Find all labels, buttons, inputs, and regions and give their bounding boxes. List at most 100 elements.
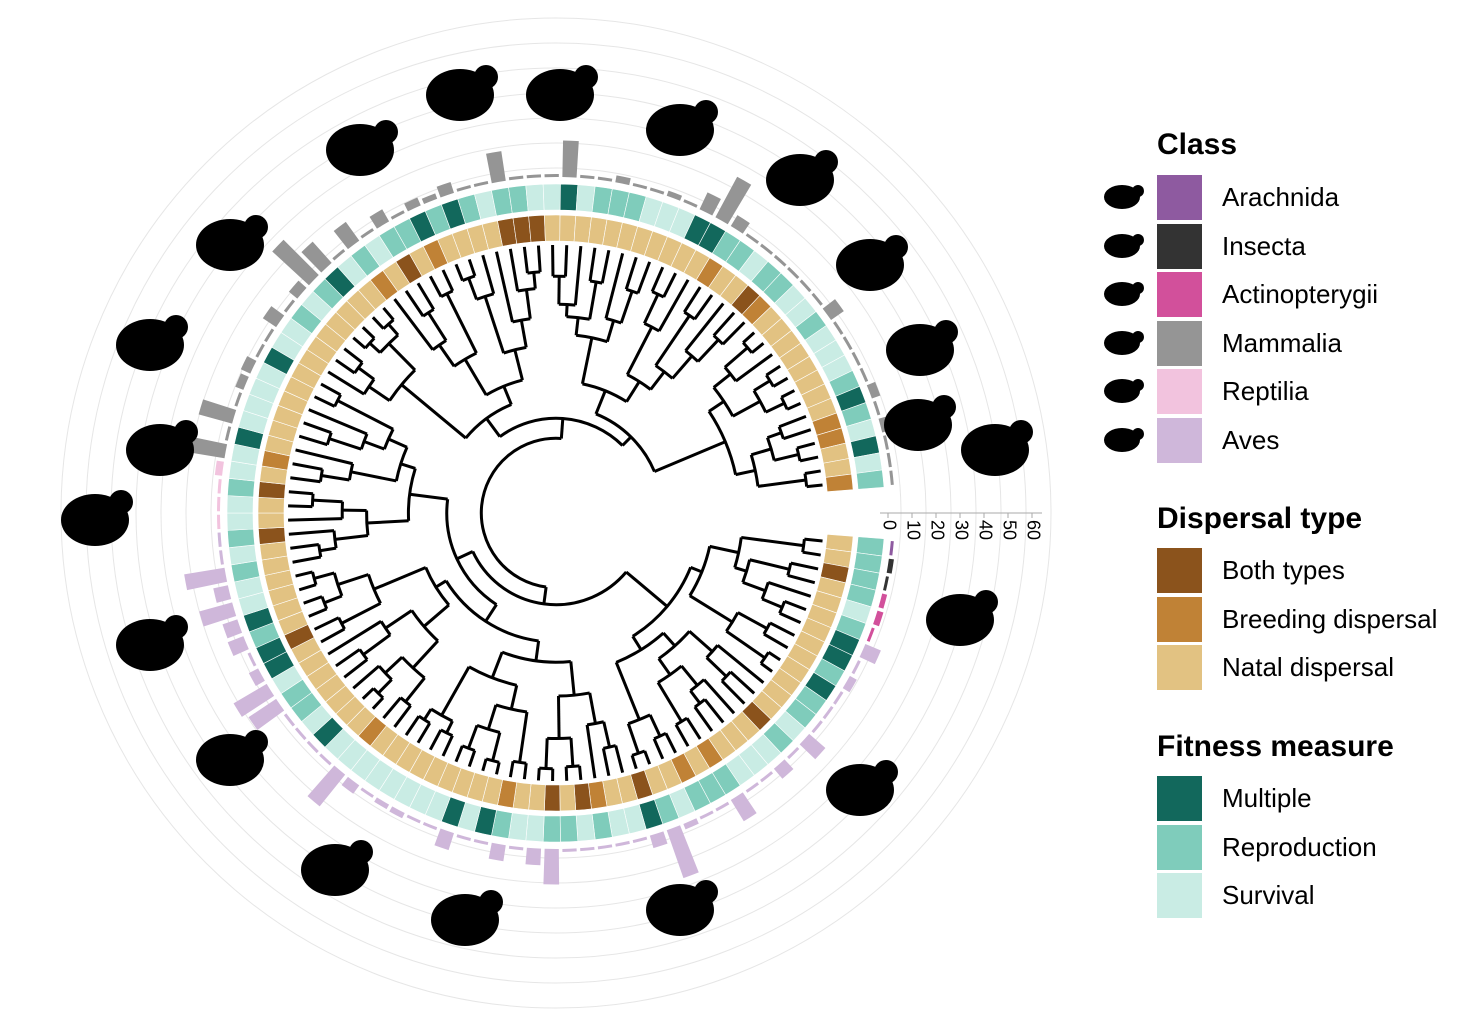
tree-branch — [680, 665, 699, 687]
tree-branch — [712, 311, 736, 337]
mouse-icon-head — [174, 420, 198, 444]
owl-icon-head — [349, 840, 373, 864]
tree-branch — [485, 417, 502, 438]
tree-branch — [308, 408, 368, 436]
tree-branch — [508, 248, 520, 292]
fitness-cell — [559, 183, 579, 211]
tree-arc — [720, 670, 732, 682]
count-bar — [833, 321, 844, 335]
legend-swatch — [1157, 824, 1202, 870]
tree-branch — [767, 580, 812, 598]
legend-label: Survival — [1222, 880, 1315, 910]
tree-branch — [806, 483, 823, 489]
count-bar — [360, 228, 374, 239]
tree-arc — [527, 270, 541, 275]
squirrel-icon-head — [374, 120, 398, 144]
rat-icon-head — [164, 315, 188, 339]
legend-row: Both types — [1080, 548, 1468, 594]
tree-branch — [689, 594, 734, 624]
tree-arc — [777, 426, 785, 440]
axis-tick-label: 0 — [879, 520, 899, 530]
tree-branch — [749, 558, 790, 571]
tree-branch — [773, 453, 799, 462]
tree-branch — [765, 364, 781, 377]
tree-branch — [337, 573, 369, 586]
tree-branch — [481, 758, 488, 772]
tree-branch — [534, 640, 541, 662]
tree-branch — [674, 724, 690, 747]
tree-arc — [657, 630, 691, 660]
phylogeny-figure: 0 10 20 30 40 50 60 — [60, 17, 1052, 1009]
tree-arc — [471, 550, 628, 607]
tree-branch — [288, 504, 313, 509]
count-bar — [488, 842, 506, 862]
legend-row: Arachnida — [1080, 175, 1468, 221]
tree-branch — [350, 470, 397, 483]
lynx-icon-head — [694, 100, 718, 124]
quail-icon-head — [164, 615, 188, 639]
tree-branch — [689, 689, 702, 705]
tree-branch — [295, 448, 354, 466]
count-bar — [248, 668, 265, 686]
tree-branch — [683, 286, 702, 313]
tree-branch — [502, 385, 513, 406]
count-bar — [859, 367, 869, 383]
legend-swatch — [1157, 873, 1202, 918]
tree-arc — [586, 720, 605, 727]
legend-title-class: Class — [1157, 128, 1238, 161]
count-axis: 0 10 20 30 40 50 60 — [879, 512, 1043, 540]
legend-title-fitness: Fitness measure — [1157, 730, 1394, 763]
gorilla-icon-head — [574, 65, 598, 89]
tree-arc — [320, 596, 329, 610]
tree-arc — [741, 559, 752, 583]
legend-label: Multiple — [1222, 783, 1312, 813]
tree-branch — [544, 738, 549, 769]
tree-branch — [664, 732, 677, 754]
legend-swatch — [1157, 596, 1202, 642]
count-bar — [730, 215, 750, 234]
count-bar — [615, 175, 631, 186]
count-bar — [822, 705, 834, 720]
tree-arc — [379, 333, 400, 354]
tree-arc — [440, 728, 454, 738]
deer-icon — [766, 150, 838, 206]
tree-branch — [619, 290, 634, 324]
tree-branch — [467, 258, 477, 277]
tree-branch — [671, 355, 694, 380]
tree-branch — [784, 599, 807, 612]
tree-branch — [786, 401, 802, 411]
tree-branch — [416, 722, 432, 744]
tree-arc — [684, 349, 700, 363]
count-bar — [390, 210, 405, 220]
tree-branch — [650, 266, 665, 293]
tree-branch — [292, 462, 323, 471]
tree-branch — [643, 293, 660, 325]
tree-branch — [742, 331, 756, 344]
count-bar — [878, 593, 888, 609]
tree-branch — [735, 468, 756, 477]
rat-icon — [116, 315, 188, 371]
tree-branch — [709, 544, 739, 555]
axis-tick-label: 20 — [927, 520, 947, 540]
tree-arc — [379, 620, 392, 636]
marmot-icon-head — [244, 215, 268, 239]
count-bar — [833, 691, 844, 705]
tree-arc — [359, 433, 369, 450]
tree-arc — [333, 394, 342, 408]
tree-branch — [361, 326, 376, 340]
tree-branch — [705, 656, 728, 678]
tree-branch — [519, 319, 528, 348]
tree-arc — [382, 428, 395, 450]
tree-branch — [303, 421, 332, 435]
tree-branch — [463, 358, 488, 396]
legend-row: Actinopterygii — [1080, 272, 1468, 318]
tree-branch — [657, 657, 672, 676]
count-bar — [198, 399, 237, 424]
tree-arc — [558, 691, 591, 698]
count-bar — [649, 187, 665, 195]
fitness-cell — [542, 815, 561, 843]
tree-branch — [320, 382, 342, 397]
count-bar — [341, 776, 360, 794]
tree-branch — [696, 338, 720, 363]
count-bar — [508, 175, 524, 181]
